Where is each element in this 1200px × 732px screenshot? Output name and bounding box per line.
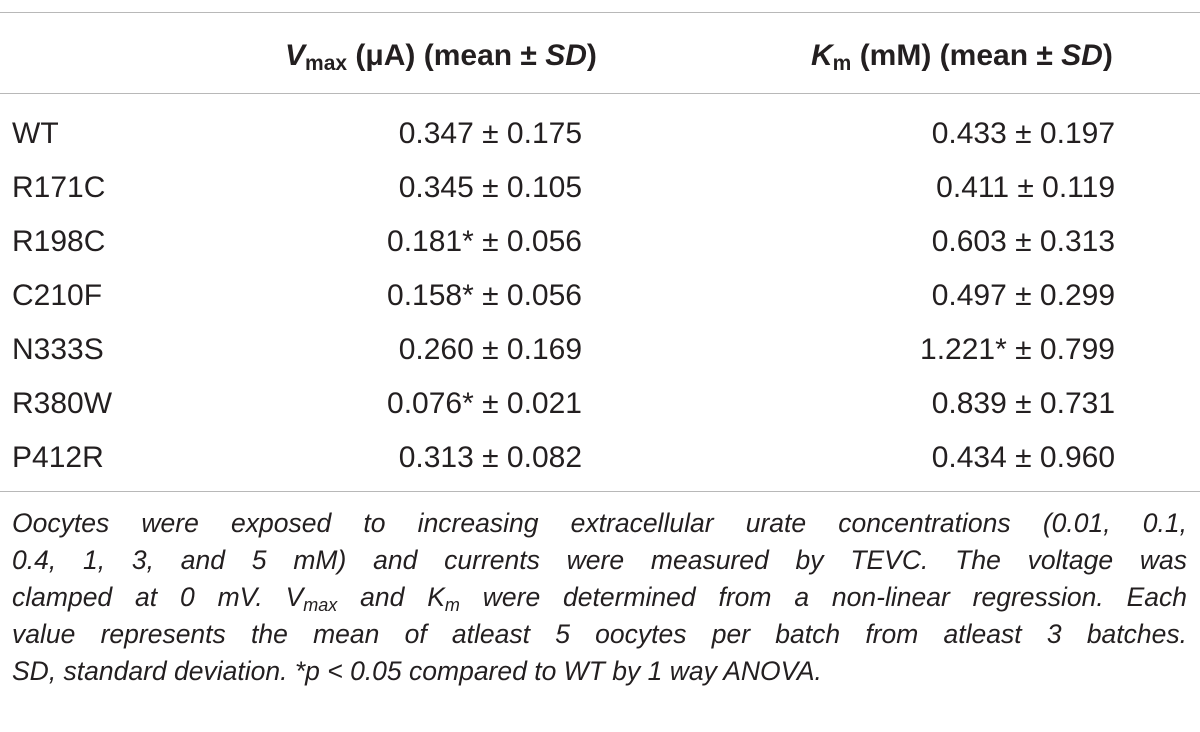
row-km: 0.434 ± 0.960 [931, 441, 1115, 474]
row-vmax: 0.260 ± 0.169 [398, 333, 582, 366]
vmax-subscript: max [305, 52, 348, 75]
table-row: P412R 0.313 ± 0.082 0.434 ± 0.960 [0, 431, 1200, 485]
km-sd: SD [1061, 39, 1103, 72]
row-vmax: 0.347 ± 0.175 [398, 117, 582, 150]
vmax-close: ) [586, 39, 597, 72]
footnote-line: 0.4, 1, 3, and 5 mM) and currents were m… [12, 545, 1187, 575]
table-row: C210F 0.158* ± 0.056 0.497 ± 0.299 [0, 269, 1200, 323]
footnote-subscript: max [303, 595, 338, 615]
row-vmax: 0.313 ± 0.082 [398, 441, 582, 474]
row-km: 0.411 ± 0.119 [936, 171, 1115, 204]
table-bottom-rule [0, 491, 1200, 492]
km-subscript: m [832, 52, 852, 75]
row-vmax: 0.158* ± 0.056 [387, 279, 582, 312]
row-vmax: 0.345 ± 0.105 [398, 171, 582, 204]
footnote-text: and K [337, 582, 445, 612]
row-vmax: 0.181* ± 0.056 [387, 225, 582, 258]
header-rule [0, 93, 1200, 94]
table-row: WT 0.347 ± 0.175 0.433 ± 0.197 [0, 107, 1200, 161]
km-close: ) [1102, 39, 1113, 72]
row-name: R198C [12, 225, 106, 258]
row-name: C210F [12, 279, 103, 312]
footnote-subscript: m [444, 595, 460, 615]
column-header-km: Km (mM) (mean ± SD) [811, 36, 1113, 76]
column-header-vmax: Vmax (μA) (mean ± SD) [285, 36, 597, 76]
row-vmax: 0.076* ± 0.021 [387, 387, 582, 420]
row-name: WT [12, 117, 59, 150]
row-km: 0.497 ± 0.299 [931, 279, 1115, 312]
footnote-text: were determined from a non-linear regres… [459, 582, 1187, 612]
table-row: R380W 0.076* ± 0.021 0.839 ± 0.731 [0, 377, 1200, 431]
row-name: R380W [12, 387, 113, 420]
row-name: R171C [12, 171, 106, 204]
footnote-line: clamped at 0 mV. Vmax and Km were determ… [12, 579, 1187, 616]
table-row: R171C 0.345 ± 0.105 0.411 ± 0.119 [0, 161, 1200, 215]
table-footnote: Oocytes were exposed to increasing extra… [12, 505, 1187, 690]
footnote-line: Oocytes were exposed to increasing extra… [12, 508, 1187, 538]
footnote-text: clamped at 0 mV. V [12, 582, 304, 612]
footnote-line: SD, standard deviation. *p < 0.05 compar… [12, 656, 822, 686]
table-row: N333S 0.260 ± 0.169 1.221* ± 0.799 [0, 323, 1200, 377]
row-name: P412R [12, 441, 104, 474]
km-symbol: K [811, 39, 833, 72]
km-unit: (mM) (mean ± [851, 39, 1062, 72]
row-name: N333S [12, 333, 104, 366]
row-km: 0.603 ± 0.313 [931, 225, 1115, 258]
vmax-symbol: V [285, 39, 306, 72]
vmax-sd: SD [545, 39, 587, 72]
table-top-rule [0, 12, 1200, 13]
vmax-unit: (μA) (mean ± [347, 39, 546, 72]
row-km: 1.221* ± 0.799 [920, 333, 1115, 366]
footnote-line: value represents the mean of atleast 5 o… [12, 619, 1187, 649]
row-km: 0.839 ± 0.731 [931, 387, 1115, 420]
row-km: 0.433 ± 0.197 [931, 117, 1115, 150]
table-row: R198C 0.181* ± 0.056 0.603 ± 0.313 [0, 215, 1200, 269]
